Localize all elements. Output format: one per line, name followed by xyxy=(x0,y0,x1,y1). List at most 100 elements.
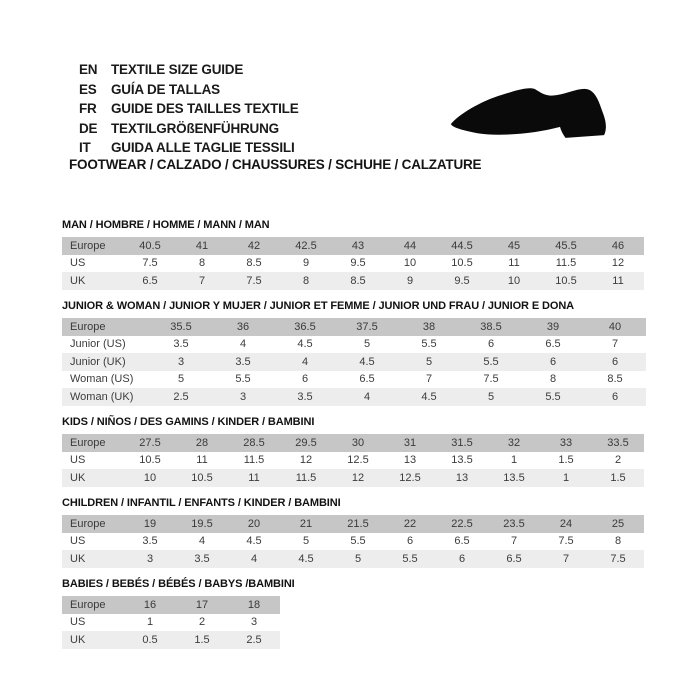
size-cell: 28.5 xyxy=(228,434,280,452)
row-label: US xyxy=(62,613,124,631)
size-cell: 19 xyxy=(124,515,176,533)
size-cell: 36.5 xyxy=(274,318,336,336)
size-cell: 40 xyxy=(584,318,646,336)
size-cell: 4 xyxy=(176,532,228,550)
row-label: UK xyxy=(62,631,124,649)
size-cell: 7 xyxy=(584,335,646,353)
size-cell: 7 xyxy=(540,550,592,568)
row-label: Europe xyxy=(62,237,124,255)
size-cell: 6.5 xyxy=(336,370,398,388)
size-cell: 32 xyxy=(488,434,540,452)
size-cell: 7.5 xyxy=(228,272,280,290)
size-cell: 5 xyxy=(336,335,398,353)
size-cell: 10 xyxy=(124,469,176,487)
size-cell: 7 xyxy=(488,532,540,550)
size-cell: 28 xyxy=(176,434,228,452)
size-cell: 41 xyxy=(176,237,228,255)
language-row: ES GUÍA DE TALLAS xyxy=(79,80,299,100)
row-label: UK xyxy=(62,550,124,568)
size-cell: 38.5 xyxy=(460,318,522,336)
table-row: Europe 27.5 28 28.5 29.5 30 31 31.5 32 33 33.5 xyxy=(62,434,644,452)
size-cell: 38 xyxy=(398,318,460,336)
table-row: Junior (UK) 3 3.5 4 4.5 5 5.5 6 6 xyxy=(62,353,646,371)
table-row: Europe 35.5 36 36.5 37.5 38 38.5 39 40 xyxy=(62,318,646,336)
size-cell: 25 xyxy=(592,515,644,533)
size-cell: 5.5 xyxy=(212,370,274,388)
size-cell: 8 xyxy=(522,370,584,388)
size-cell: 39 xyxy=(522,318,584,336)
size-cell: 5 xyxy=(150,370,212,388)
size-cell: 4.5 xyxy=(398,388,460,406)
size-cell: 30 xyxy=(332,434,384,452)
size-cell: 45 xyxy=(488,237,540,255)
language-code: FR xyxy=(79,101,97,116)
size-cell: 1 xyxy=(540,469,592,487)
size-cell: 8.5 xyxy=(228,254,280,272)
size-cell: 13.5 xyxy=(488,469,540,487)
size-cell: 45.5 xyxy=(540,237,592,255)
size-cell: 5.5 xyxy=(384,550,436,568)
size-cell: 21.5 xyxy=(332,515,384,533)
section-title: CHILDREN / INFANTIL / ENFANTS / KINDER /… xyxy=(62,497,341,509)
size-cell: 1.5 xyxy=(540,451,592,469)
size-cell: 4.5 xyxy=(228,532,280,550)
size-table-children: Europe 19 19.5 20 21 21.5 22 22.5 23.5 24 25 US 3.5 4… xyxy=(62,515,644,568)
language-title: GUIDE DES TAILLES TEXTILE xyxy=(111,101,299,116)
section-title: KIDS / NIÑOS / DES GAMINS / KINDER / BAM… xyxy=(62,416,315,428)
size-cell: 19.5 xyxy=(176,515,228,533)
size-cell: 7 xyxy=(176,272,228,290)
language-title: TEXTILE SIZE GUIDE xyxy=(111,62,244,77)
language-title: GUÍA DE TALLAS xyxy=(111,81,220,97)
language-row: IT GUIDA ALLE TAGLIE TESSILI xyxy=(79,138,299,158)
size-cell: 43 xyxy=(332,237,384,255)
size-cell: 6 xyxy=(460,335,522,353)
size-cell: 5 xyxy=(460,388,522,406)
size-cell: 7.5 xyxy=(124,254,176,272)
size-cell: 6.5 xyxy=(488,550,540,568)
size-cell: 8.5 xyxy=(332,272,384,290)
row-label: Europe xyxy=(62,318,150,336)
size-cell: 7.5 xyxy=(540,532,592,550)
size-cell: 2 xyxy=(176,613,228,631)
language-code: EN xyxy=(79,62,98,77)
size-cell: 7.5 xyxy=(592,550,644,568)
size-cell: 13 xyxy=(436,469,488,487)
size-cell: 17 xyxy=(176,596,228,614)
table-row: UK 0.5 1.5 2.5 xyxy=(62,631,280,649)
size-cell: 12 xyxy=(592,254,644,272)
category-heading: FOOTWEAR / CALZADO / CHAUSSURES / SCHUHE… xyxy=(69,157,482,172)
size-table-kids: Europe 27.5 28 28.5 29.5 30 31 31.5 32 33 33.5 US 10… xyxy=(62,434,644,487)
size-cell: 3.5 xyxy=(150,335,212,353)
size-cell: 8.5 xyxy=(584,370,646,388)
size-cell: 33 xyxy=(540,434,592,452)
size-cell: 11.5 xyxy=(228,451,280,469)
row-label: Europe xyxy=(62,515,124,533)
size-cell: 3 xyxy=(150,353,212,371)
row-label: Woman (UK) xyxy=(62,388,150,406)
size-cell: 4.5 xyxy=(274,335,336,353)
section-title: BABIES / BEBÉS / BÉBÉS / BABYS /BAMBINI xyxy=(62,578,295,590)
size-section-children: CHILDREN / INFANTIL / ENFANTS / KINDER /… xyxy=(62,497,652,568)
size-cell: 22.5 xyxy=(436,515,488,533)
size-cell: 4 xyxy=(212,335,274,353)
size-cell: 42 xyxy=(228,237,280,255)
table-row: Europe 40.5 41 42 42.5 43 44 44.5 45 45.5 46 xyxy=(62,237,644,255)
table-row: UK 10 10.5 11 11.5 12 12.5 13 13.5 1 1.5 xyxy=(62,469,644,487)
language-title: TEXTILGRÖßENFÜHRUNG xyxy=(111,120,279,136)
size-cell: 5.5 xyxy=(460,353,522,371)
size-section-babies: BABIES / BEBÉS / BÉBÉS / BABYS /BAMBINI E… xyxy=(62,578,652,649)
size-cell: 37.5 xyxy=(336,318,398,336)
size-cell: 13 xyxy=(384,451,436,469)
size-cell: 24 xyxy=(540,515,592,533)
size-cell: 13.5 xyxy=(436,451,488,469)
size-cell: 6 xyxy=(384,532,436,550)
row-label: Junior (UK) xyxy=(62,353,150,371)
size-cell: 2.5 xyxy=(228,631,280,649)
table-row: US 7.5 8 8.5 9 9.5 10 10.5 11 11.5 12 xyxy=(62,254,644,272)
table-row: Woman (US) 5 5.5 6 6.5 7 7.5 8 8.5 xyxy=(62,370,646,388)
size-cell: 18 xyxy=(228,596,280,614)
size-cell: 9 xyxy=(384,272,436,290)
table-row: UK 3 3.5 4 4.5 5 5.5 6 6.5 7 7.5 xyxy=(62,550,644,568)
size-cell: 4.5 xyxy=(280,550,332,568)
language-title-list: EN TEXTILE SIZE GUIDE ES GUÍA DE TALLAS … xyxy=(79,60,299,158)
